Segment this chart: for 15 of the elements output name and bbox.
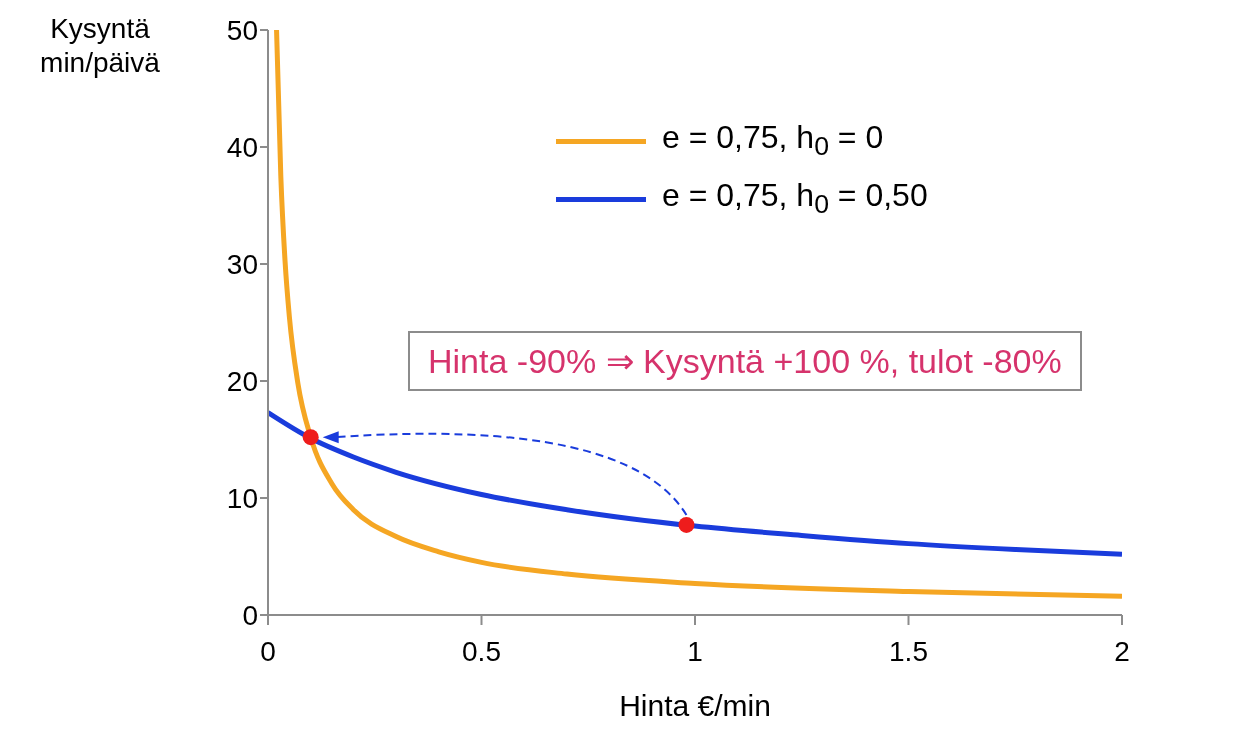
y-tick-label: 50	[226, 14, 258, 46]
x-tick-label: 1.5	[889, 635, 928, 667]
legend-label: e = 0,75, h$_{0}$ = 0	[662, 119, 884, 163]
y-tick-label: 30	[226, 248, 258, 280]
x-tick-label: 2	[1114, 635, 1130, 667]
x-tick-label: 1	[687, 635, 703, 667]
y-tick-label: 10	[226, 482, 258, 514]
x-tick-label: 0.5	[462, 635, 501, 667]
y-tick-label: 20	[226, 365, 258, 397]
legend-label: e = 0,75, h$_{0}$ = 0,50	[662, 177, 928, 221]
y-tick-label: 40	[226, 131, 258, 163]
x-axis-title: Hinta €/min	[618, 689, 772, 723]
annotation: Hinta -90% ⇒ Kysyntä +100 %, tulot -80%	[408, 331, 1082, 391]
y-axis-title: Kysyntä min/päivä	[39, 12, 161, 80]
y-tick-label: 0	[242, 599, 258, 631]
